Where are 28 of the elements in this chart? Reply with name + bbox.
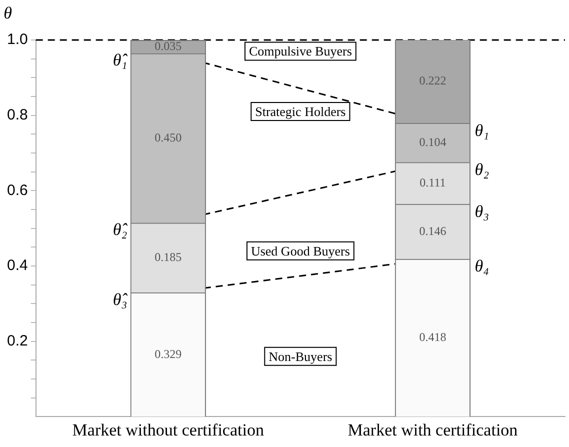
data-label: 0.329: [154, 346, 182, 361]
data-label: 0.111: [420, 175, 446, 190]
annotation: Strategic Holders: [255, 104, 346, 119]
annotation: θ₄: [474, 256, 490, 276]
annotation: θ̂₁: [112, 50, 128, 70]
annotation: Compulsive Buyers: [248, 44, 352, 59]
x-tick-label: Market without certification: [72, 420, 264, 440]
data-label: 0.418: [419, 330, 446, 344]
x-tick-label: Market with certification: [348, 420, 518, 440]
annotation: Used Good Buyers: [250, 243, 350, 258]
y-tick-label: 0.2: [6, 332, 28, 350]
y-tick-label: 1.0: [6, 31, 28, 48]
y-tick-label: 0.6: [6, 182, 28, 199]
y-tick-label: 0.4: [6, 257, 28, 274]
data-label: 0.222: [419, 74, 446, 88]
data-label: 0.450: [154, 130, 182, 144]
data-label: 0.035: [154, 39, 182, 54]
y-axis-title: θ: [4, 3, 12, 22]
annotation: θ₂: [474, 160, 490, 180]
annotation: Non-Buyers: [268, 348, 332, 364]
annotation: θ₃: [474, 202, 490, 222]
data-label: 0.104: [419, 134, 446, 149]
y-tick-label: 0.8: [6, 106, 28, 124]
annotation: θ̂₂: [112, 220, 128, 240]
annotation: θ̂₃: [112, 290, 128, 310]
annotation: θ₁: [474, 121, 489, 140]
data-label: 0.185: [154, 250, 182, 264]
data-label: 0.146: [419, 224, 446, 238]
